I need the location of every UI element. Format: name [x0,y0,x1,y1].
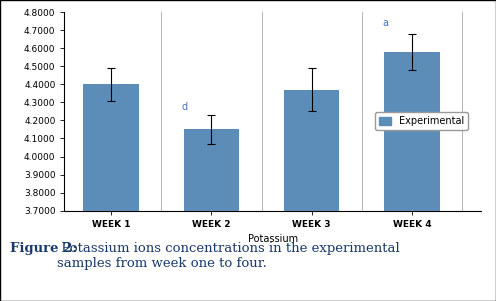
Legend: Experimental: Experimental [375,112,468,130]
Text: d: d [181,102,187,113]
Bar [184,129,239,301]
Text: Potassium ions concentrations in the experimental
samples from week one to four.: Potassium ions concentrations in the exp… [57,242,400,270]
X-axis label: Potassium: Potassium [248,234,298,244]
Bar [384,52,439,301]
Text: a: a [382,18,388,29]
Bar [284,90,339,301]
Text: Figure 2:: Figure 2: [10,242,77,255]
Bar [83,84,138,301]
